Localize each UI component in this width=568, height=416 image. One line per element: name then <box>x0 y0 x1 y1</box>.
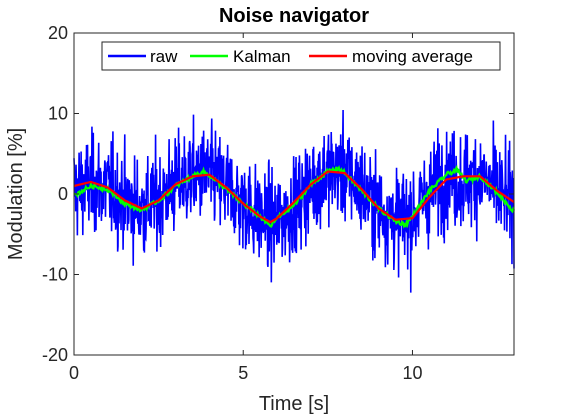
y-axis-label: Modulation [%] <box>5 128 27 260</box>
plot-area: 0 5 10 -20 -10 0 10 20 raw Kalman moving average <box>42 23 515 383</box>
x-tick-label: 10 <box>402 363 422 383</box>
y-tick-label: 20 <box>48 23 68 43</box>
legend-box <box>101 41 501 71</box>
series-raw-line <box>73 109 515 293</box>
legend-label: Kalman <box>233 47 291 66</box>
x-axis-label: Time [s] <box>259 393 329 415</box>
y-tick-label: -20 <box>42 345 68 365</box>
legend-label: raw <box>150 47 178 66</box>
series-kalman-line <box>73 164 515 229</box>
x-tick-label: 5 <box>238 363 248 383</box>
y-tick-label: -10 <box>42 265 68 285</box>
y-tick-label: 10 <box>48 104 68 124</box>
y-tick-label: 0 <box>58 184 68 204</box>
series-moving-average-line <box>73 170 515 224</box>
chart-title: Noise navigator <box>219 5 369 27</box>
x-tick-label: 0 <box>69 363 79 383</box>
legend-label: moving average <box>352 47 473 66</box>
